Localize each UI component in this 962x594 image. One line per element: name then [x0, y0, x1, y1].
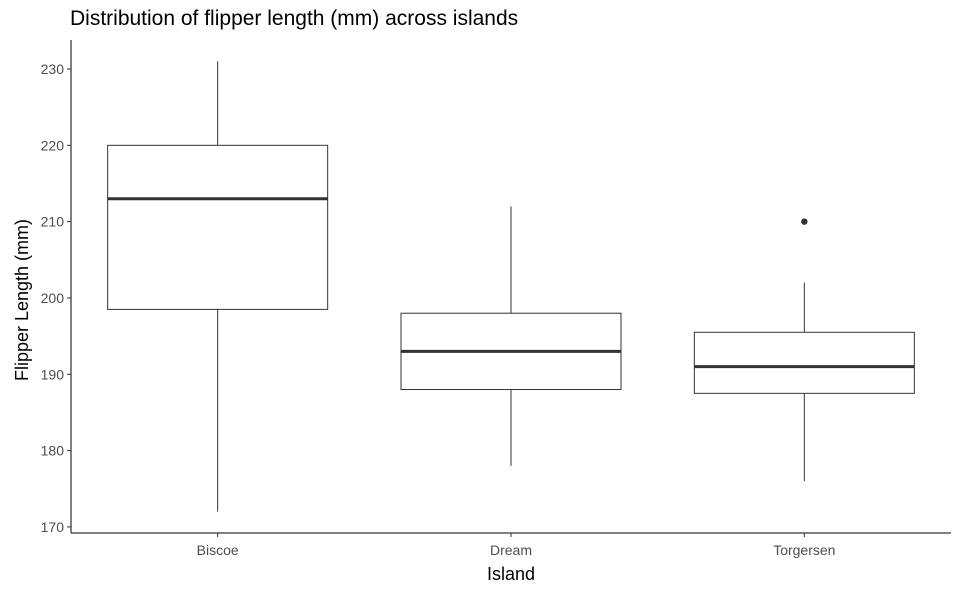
box-iqr	[693, 331, 915, 394]
x-axis-title: Island	[487, 564, 535, 584]
y-tick-label: 200	[41, 290, 65, 306]
box-iqr	[107, 144, 329, 310]
x-tick-label: Dream	[490, 542, 532, 558]
chart-title: Distribution of flipper length (mm) acro…	[70, 7, 519, 30]
y-tick-label: 210	[41, 214, 65, 230]
x-tick-label: Biscoe	[197, 542, 239, 558]
y-tick-label: 220	[41, 137, 65, 153]
x-tick-label: Torgersen	[773, 542, 835, 558]
outlier-point	[801, 218, 808, 225]
y-tick-label: 230	[41, 61, 65, 77]
y-tick-label: 180	[41, 443, 65, 459]
y-tick-label: 170	[41, 519, 65, 535]
y-tick-label: 190	[41, 366, 65, 382]
y-axis-title: Flipper Length (mm)	[12, 219, 32, 381]
